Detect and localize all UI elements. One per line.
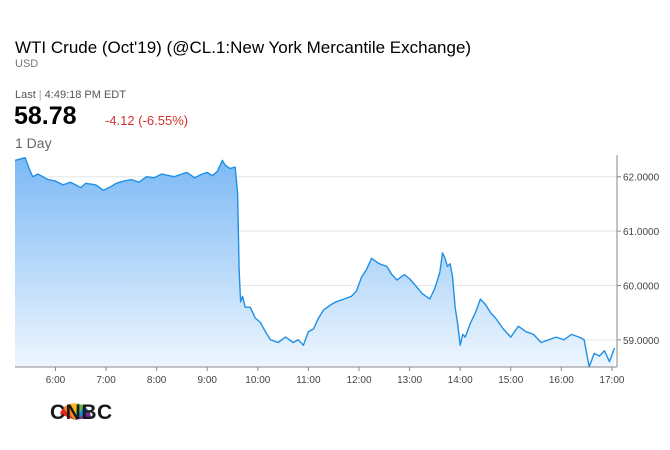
time-range-label[interactable]: 1 Day [15, 135, 52, 151]
y-tick-label: 62.0000 [623, 173, 660, 184]
price-area [15, 157, 615, 367]
last-update: Last | 4:49:18 PM EDT [15, 89, 126, 101]
x-tick-label: 6:00 [46, 375, 66, 386]
x-axis-ticks: 6:00 7:00 8:00 9:00 10:00 11:00 12:00 13:00 14:0… [46, 367, 625, 386]
y-axis-ticks: 62.0000 61.0000 60.0000 59.0000 [617, 173, 660, 347]
y-tick-label: 59.0000 [623, 336, 660, 347]
x-tick-label: 15:00 [498, 375, 523, 386]
y-tick-label: 60.0000 [623, 281, 660, 292]
separator: | [38, 89, 42, 101]
x-tick-label: 12:00 [346, 375, 371, 386]
x-tick-label: 8:00 [147, 375, 167, 386]
price-chart: 6:00 7:00 8:00 9:00 10:00 11:00 12:00 13:00 14:0… [14, 155, 660, 386]
x-tick-label: 10:00 [245, 375, 270, 386]
last-time: 4:49:18 PM EDT [44, 89, 126, 101]
x-tick-label: 7:00 [96, 375, 116, 386]
instrument-title: WTI Crude (Oct'19) (@CL.1:New York Merca… [15, 38, 472, 57]
y-tick-label: 61.0000 [623, 227, 660, 238]
price-line [14, 157, 616, 368]
last-price: 58.78 [14, 102, 77, 130]
peacock-icon [60, 403, 91, 420]
last-label: Last [15, 89, 36, 101]
price-change: -4.12 (-6.55%) [105, 113, 189, 128]
x-tick-label: 17:00 [599, 375, 624, 386]
x-tick-label: 16:00 [549, 375, 574, 386]
currency-label: USD [15, 58, 39, 70]
x-tick-label: 13:00 [397, 375, 422, 386]
cnbc-logo-text[interactable]: CNBC [50, 401, 113, 424]
x-tick-label: 14:00 [448, 375, 473, 386]
x-tick-label: 9:00 [198, 375, 218, 386]
x-tick-label: 11:00 [296, 375, 321, 386]
